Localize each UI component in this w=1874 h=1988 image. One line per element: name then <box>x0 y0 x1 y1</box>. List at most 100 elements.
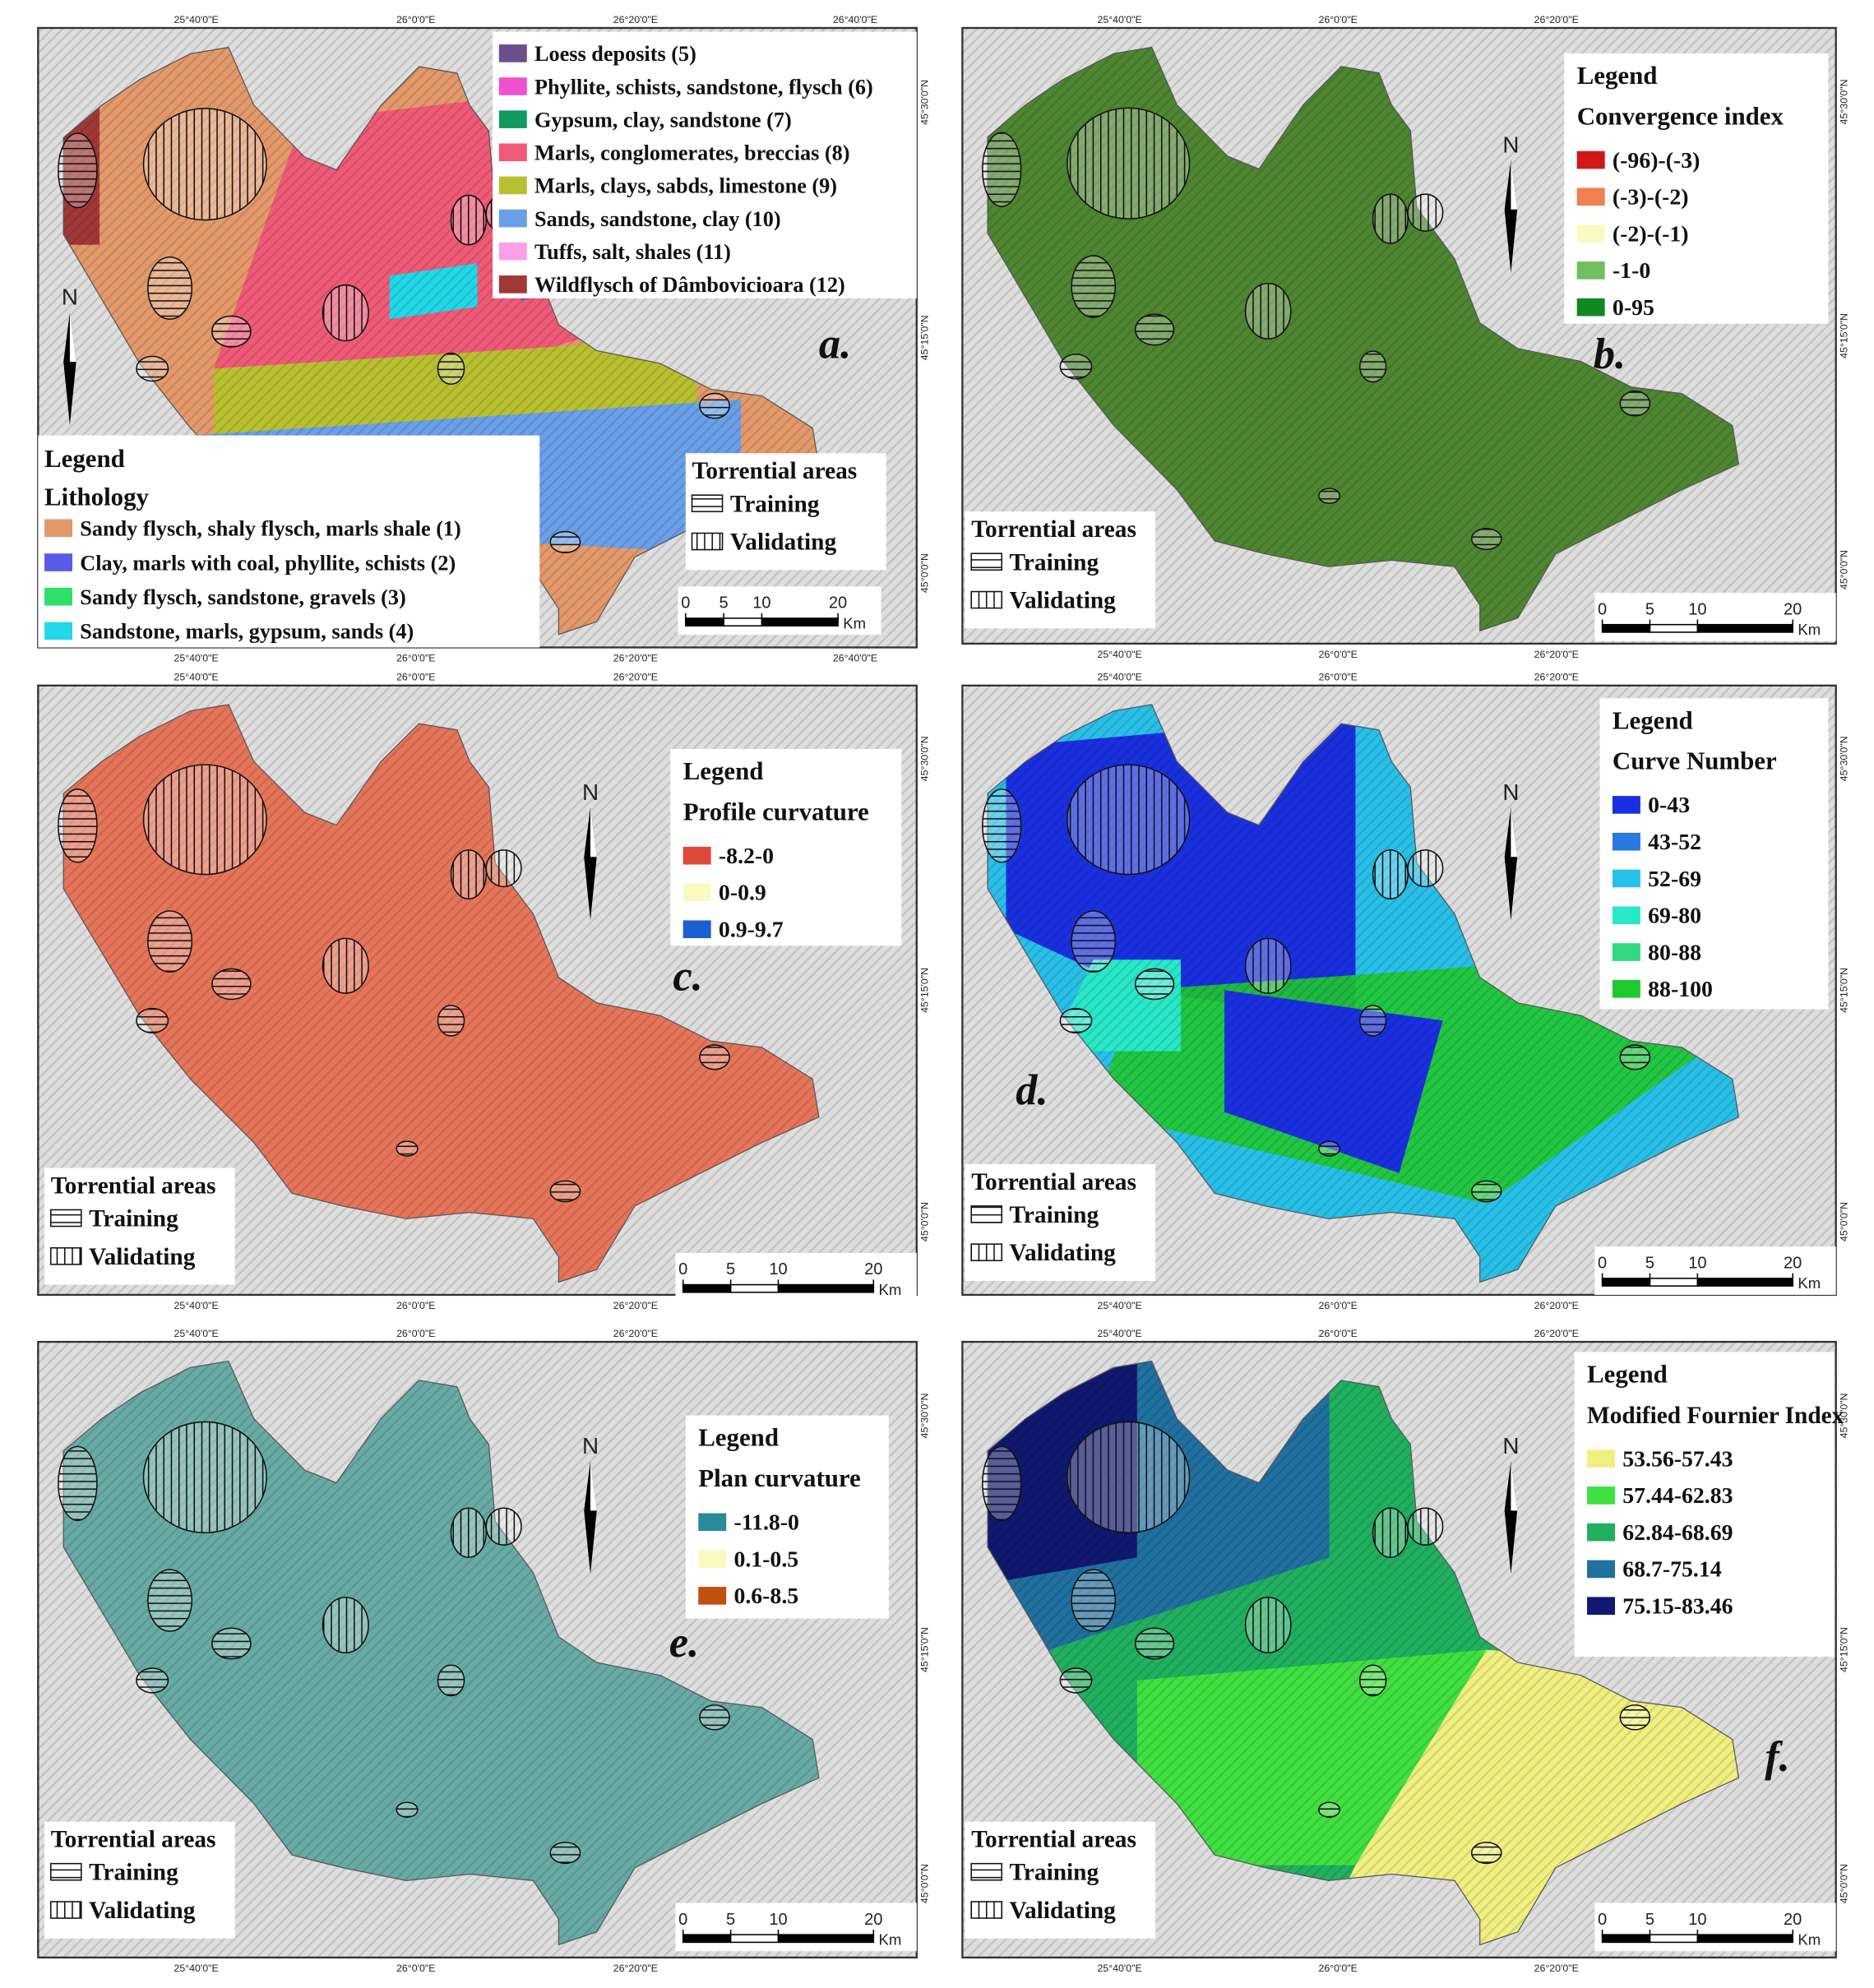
legend-title: Legend <box>1613 705 1693 734</box>
scale-segment <box>777 1283 875 1293</box>
scale-unit: Km <box>843 614 866 631</box>
legend-label: Validating <box>1010 588 1117 614</box>
graticule-label: 26°0'0"E <box>396 1328 435 1339</box>
graticule-label: 45°15'0"N <box>1839 968 1850 1013</box>
graticule-label: 45°15'0"N <box>1839 1627 1850 1672</box>
torrential-area <box>322 1597 369 1654</box>
legend-swatch <box>44 622 73 640</box>
torrential-area <box>396 1140 419 1157</box>
scale-segment <box>729 1934 780 1944</box>
scale-unit: Km <box>878 1281 901 1298</box>
torrential-area <box>699 1704 730 1731</box>
torrential-area <box>1244 282 1292 340</box>
scale-segment <box>1696 1934 1793 1944</box>
graticule-label: 45°30'0"N <box>1839 736 1850 781</box>
scale-segment <box>723 617 763 627</box>
legend-label: Gypsum, clay, sandstone (7) <box>534 108 792 132</box>
watershed-outline <box>987 704 1740 1283</box>
legend-title: Torrential areas <box>971 1169 1136 1195</box>
legend-label: Marls, clays, sabds, limestone (9) <box>534 174 837 198</box>
graticule-label: 45°0'0"N <box>919 1202 931 1241</box>
scale-unit: Km <box>1798 1274 1821 1292</box>
graticule-label: 26°40'0"E <box>833 652 877 663</box>
scale-segment <box>682 1934 732 1944</box>
torrential-area <box>58 1445 98 1522</box>
legend-label: 52-69 <box>1648 867 1701 892</box>
graticule-label: 26°20'0"E <box>1534 14 1579 25</box>
legend-label: Tuffs, salt, shales (11) <box>534 240 731 264</box>
scale-segment <box>1601 1278 1651 1287</box>
legend-swatch <box>691 532 724 551</box>
torrential-area <box>58 788 98 863</box>
legend-swatch <box>49 1209 82 1227</box>
legend-label: 53.56-57.43 <box>1622 1446 1733 1472</box>
scale-unit: Km <box>1798 1930 1821 1948</box>
legend-swatch <box>498 110 527 128</box>
legend-swatch <box>1612 869 1640 888</box>
legend-label: Validating <box>89 1244 196 1270</box>
legend-swatch <box>1576 187 1605 206</box>
torrential-area <box>1067 764 1191 876</box>
graticule-label: 25°40'0"E <box>174 1328 219 1339</box>
graticule-label: 26°0'0"E <box>396 1963 435 1974</box>
legend-swatch <box>498 209 527 228</box>
torrential-area <box>1358 1664 1387 1697</box>
legend-subtitle: Convergence index <box>1577 101 1784 130</box>
legend-title: Legend <box>1587 1359 1668 1388</box>
scale-label: 10 <box>752 594 770 613</box>
torrential-area <box>142 764 267 876</box>
legend-swatch <box>498 44 527 62</box>
legend-subtitle: Curve Number <box>1613 747 1777 775</box>
north-label: N <box>1502 132 1519 157</box>
torrential-area <box>1619 391 1651 417</box>
legend-label: 75.15-83.46 <box>1622 1593 1733 1619</box>
legend-label: Sands, sandstone, clay (10) <box>534 207 781 231</box>
scale-segment <box>682 1283 732 1293</box>
torrential-area <box>142 1421 267 1533</box>
legend-swatch <box>1587 1597 1616 1616</box>
scale-label: 10 <box>769 1911 787 1929</box>
torrential-area <box>58 132 98 209</box>
torrential-area <box>1470 528 1502 551</box>
legend-label: Validating <box>1010 1240 1117 1266</box>
torrential-area <box>136 1007 169 1034</box>
graticule-label: 26°20'0"E <box>613 672 658 683</box>
legend-label: Training <box>730 491 820 517</box>
torrential-area <box>211 1627 252 1660</box>
graticule-label: 45°30'0"N <box>919 1393 931 1438</box>
scale-label: 20 <box>1784 600 1802 618</box>
legend-swatch <box>1587 1449 1616 1468</box>
legend-swatch <box>498 275 527 294</box>
north-label: N <box>582 779 599 805</box>
legend-swatch <box>1576 261 1605 280</box>
graticule-label: 25°40'0"E <box>1097 672 1141 683</box>
graticule-label: 26°0'0"E <box>1318 1328 1357 1339</box>
graticule-label: 25°40'0"E <box>1097 1300 1141 1311</box>
legend-swatch <box>970 590 1003 609</box>
scale-segment <box>1649 1278 1699 1287</box>
torrential-area <box>437 1664 465 1697</box>
legend-label: (-3)-(-2) <box>1613 185 1689 210</box>
watershed-outline <box>987 46 1740 632</box>
graticule-label: 25°40'0"E <box>1097 649 1141 660</box>
legend-swatch <box>1612 943 1640 961</box>
torrential-area <box>1067 1421 1191 1533</box>
legend-swatch <box>1576 150 1605 169</box>
legend-swatch <box>683 920 711 939</box>
legend-title: Torrential areas <box>51 1827 216 1853</box>
legend-subtitle: Plan curvature <box>698 1463 861 1492</box>
scale-label: 20 <box>864 1911 882 1929</box>
scale-segment <box>1601 1934 1651 1944</box>
scale-segment <box>761 617 839 627</box>
torrential-area <box>450 194 488 246</box>
legend-label: 0.9-9.7 <box>719 918 784 943</box>
legend-label: Validating <box>89 1898 196 1924</box>
torrential-area <box>1318 1140 1341 1157</box>
legend-swatch <box>1587 1486 1616 1505</box>
legend-label: Marls, conglomerates, breccias (8) <box>534 141 849 165</box>
legend-label: 0-0.9 <box>719 881 766 906</box>
graticule-label: 26°0'0"E <box>1318 1300 1357 1311</box>
graticule-label: 25°40'0"E <box>174 1963 219 1974</box>
scale-label: 20 <box>864 1260 882 1278</box>
torrential-area <box>322 937 369 994</box>
